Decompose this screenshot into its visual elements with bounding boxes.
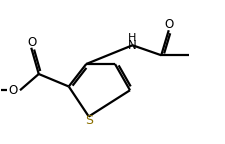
- Text: H: H: [128, 34, 137, 43]
- Text: N: N: [128, 39, 137, 53]
- Text: O: O: [8, 84, 18, 97]
- Text: O: O: [27, 36, 36, 49]
- Text: O: O: [165, 18, 174, 31]
- Text: S: S: [85, 114, 93, 127]
